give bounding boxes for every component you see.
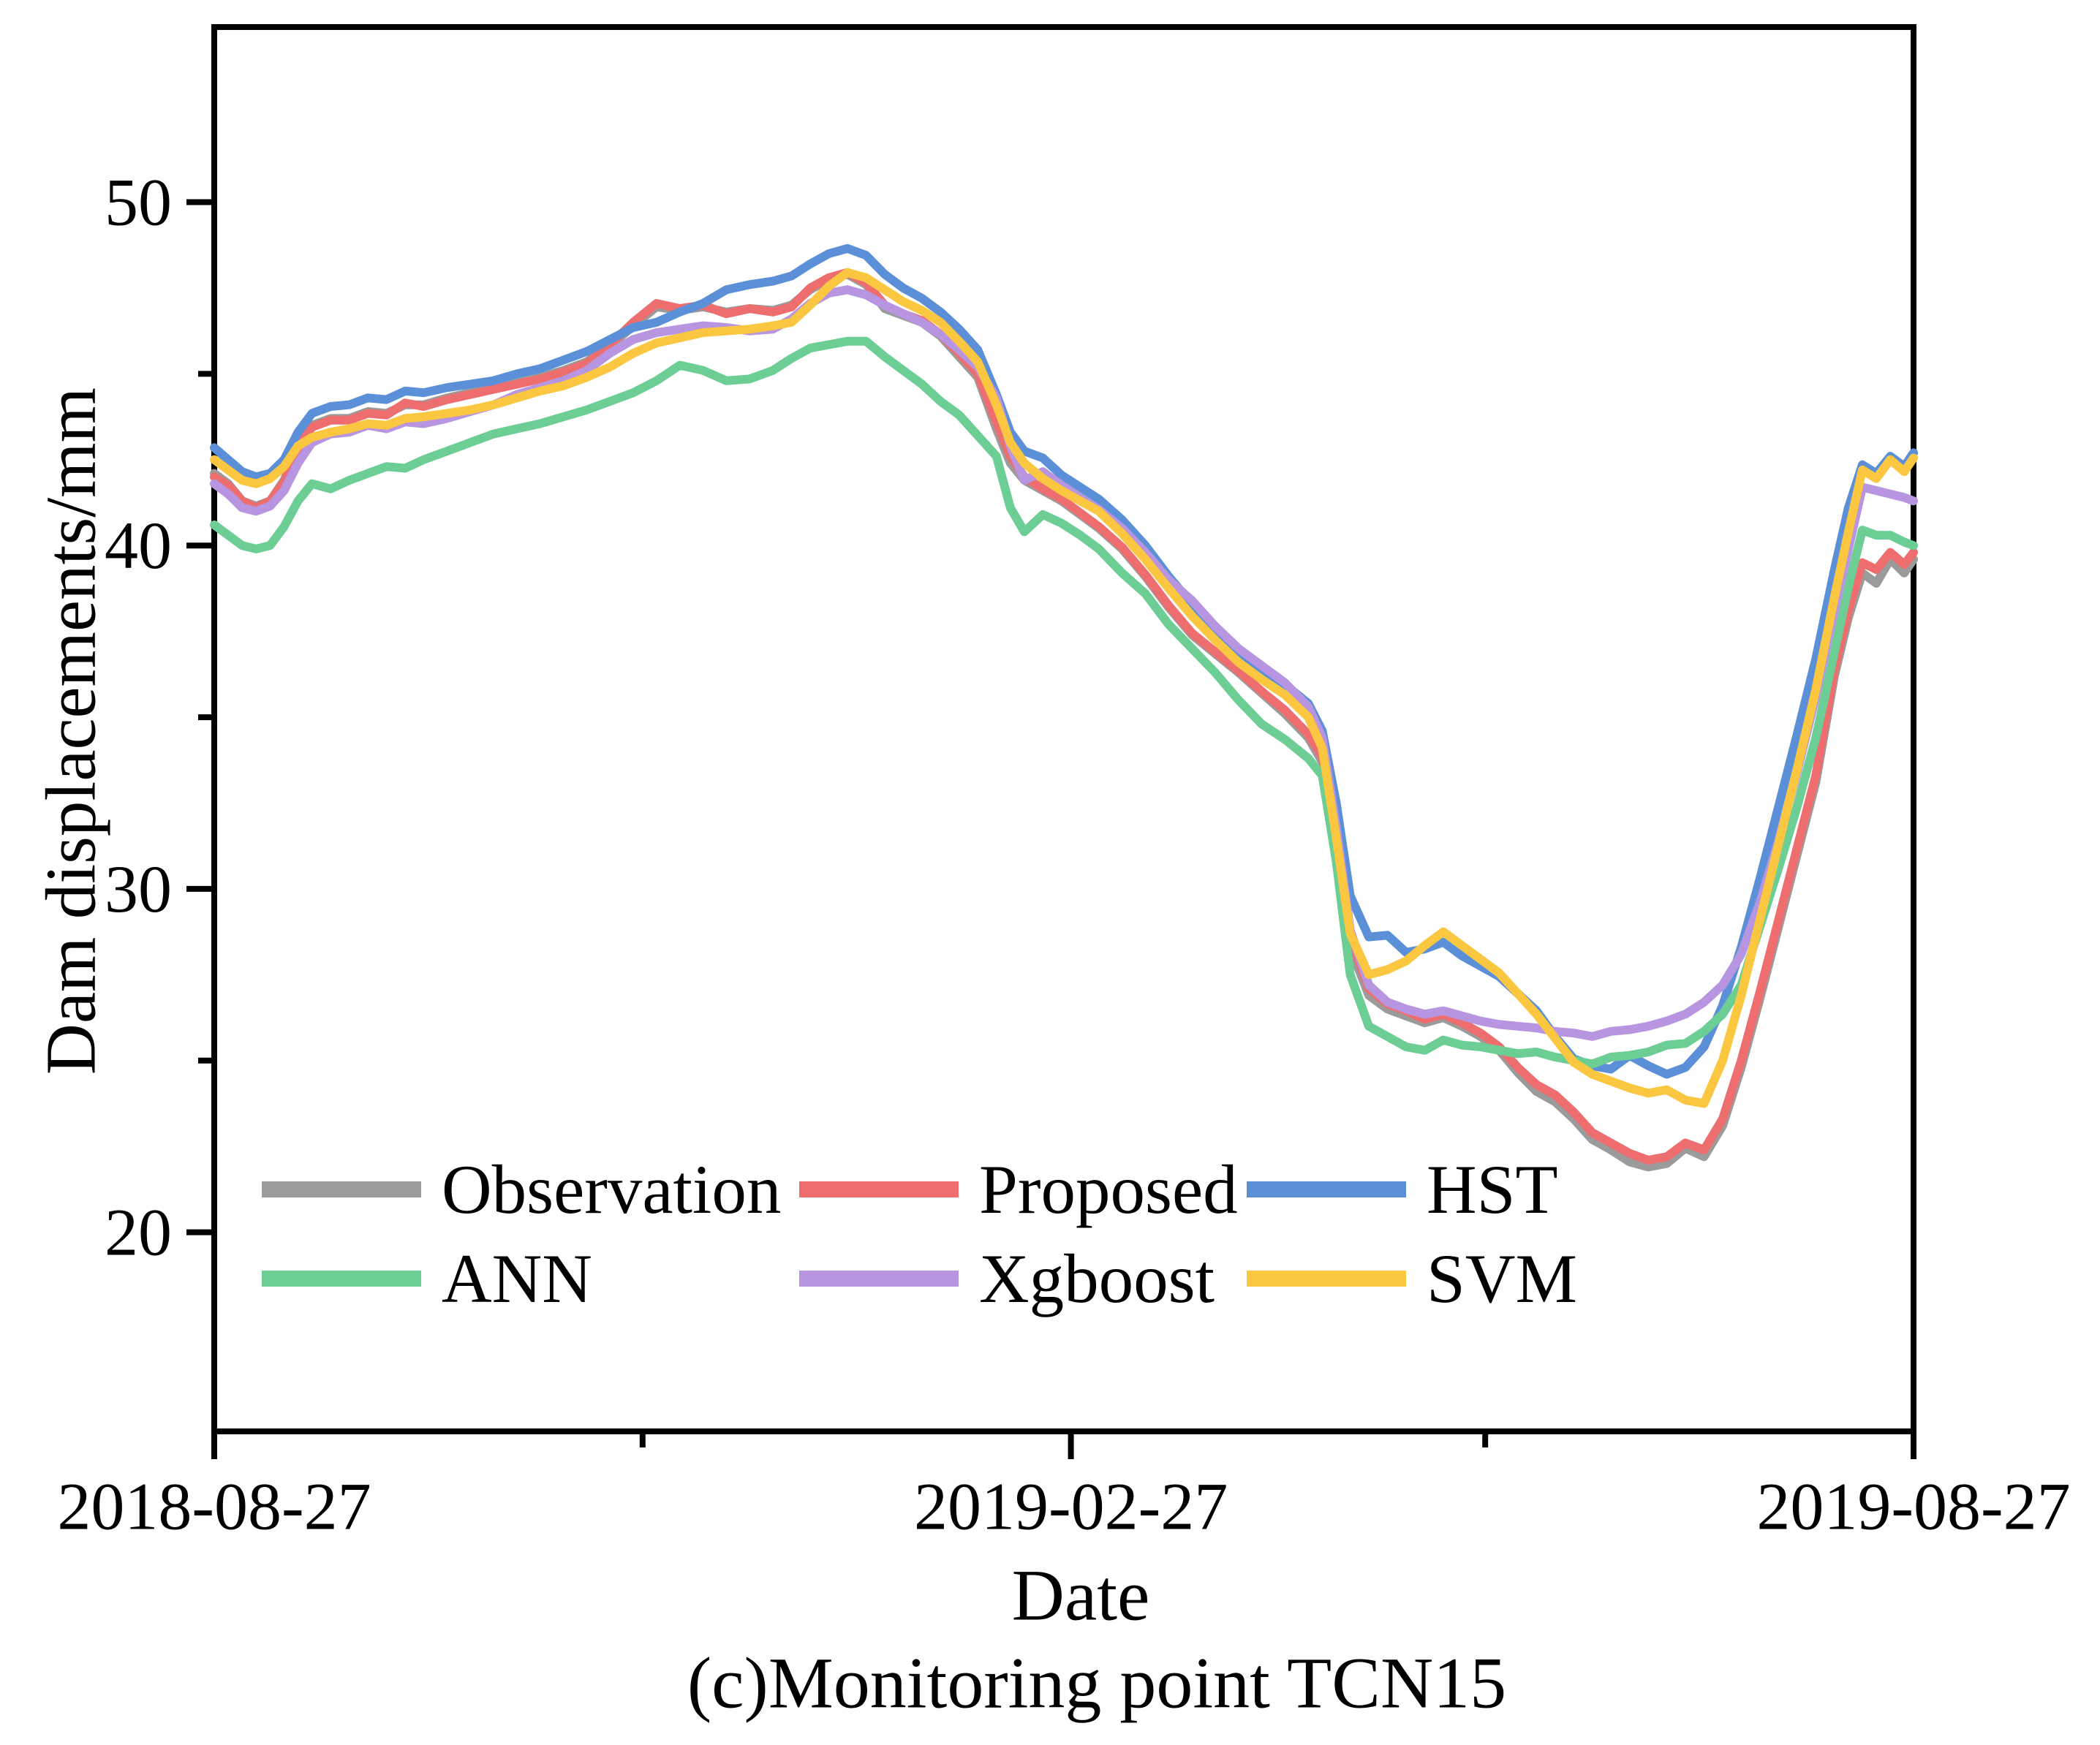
y-tick-label: 20 (105, 1195, 172, 1270)
svm-line-swatch (1247, 1271, 1406, 1287)
legend-item-xgboost: Xgboost (799, 1242, 1215, 1315)
series-line-xgboost (210, 285, 1918, 1041)
legend: Observation Proposed HST ANN Xgboost SVM (262, 1153, 1578, 1358)
legend-item-proposed: Proposed (799, 1153, 1238, 1226)
legend-item-observation: Observation (262, 1153, 781, 1226)
legend-label-ann: ANN (442, 1239, 592, 1317)
plot-frame (211, 24, 1916, 1434)
ann-line-swatch (262, 1271, 421, 1287)
legend-label-proposed: Proposed (979, 1150, 1238, 1228)
series-line-proposed (210, 268, 1918, 1165)
legend-label-xgboost: Xgboost (979, 1239, 1215, 1317)
series-line-ann (210, 336, 1918, 1069)
series-line-svm (210, 268, 1918, 1108)
x-tick-label: 2019-08-27 (1756, 1469, 2070, 1544)
legend-item-hst: HST (1247, 1153, 1557, 1226)
y-axis-title: Dam displacements/mm (31, 387, 110, 1075)
series-lines (210, 243, 1918, 1172)
y-tick-label: 40 (105, 508, 172, 583)
xgboost-line-swatch (799, 1271, 959, 1287)
axis-ticks (186, 199, 1916, 1459)
legend-label-hst: HST (1427, 1150, 1558, 1228)
plot-border (211, 24, 1916, 1434)
hst-line-swatch (1247, 1181, 1406, 1197)
proposed-line-swatch (799, 1181, 959, 1197)
y-tick-label: 30 (105, 852, 172, 926)
x-axis-title: Date (1011, 1554, 1150, 1636)
x-tick-label: 2019-02-27 (914, 1469, 1228, 1544)
series-line-hst (210, 243, 1918, 1079)
legend-label-observation: Observation (442, 1150, 782, 1228)
tick-labels: 20 30 40 50 2018-08-27 2019-02-27 2019-08-27 (57, 165, 2070, 1544)
legend-item-svm: SVM (1247, 1242, 1577, 1315)
x-tick-label: 2018-08-27 (57, 1469, 371, 1544)
observation-line-swatch (262, 1181, 421, 1197)
legend-label-svm: SVM (1427, 1239, 1577, 1317)
figure-caption: (c)Monitoring point TCN15 (687, 1642, 1507, 1724)
legend-item-ann: ANN (262, 1242, 592, 1315)
y-tick-label: 50 (105, 165, 172, 240)
